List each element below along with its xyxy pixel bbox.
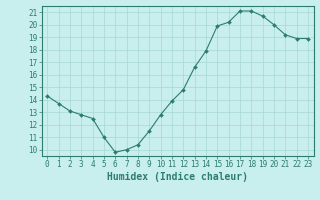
X-axis label: Humidex (Indice chaleur): Humidex (Indice chaleur) xyxy=(107,172,248,182)
